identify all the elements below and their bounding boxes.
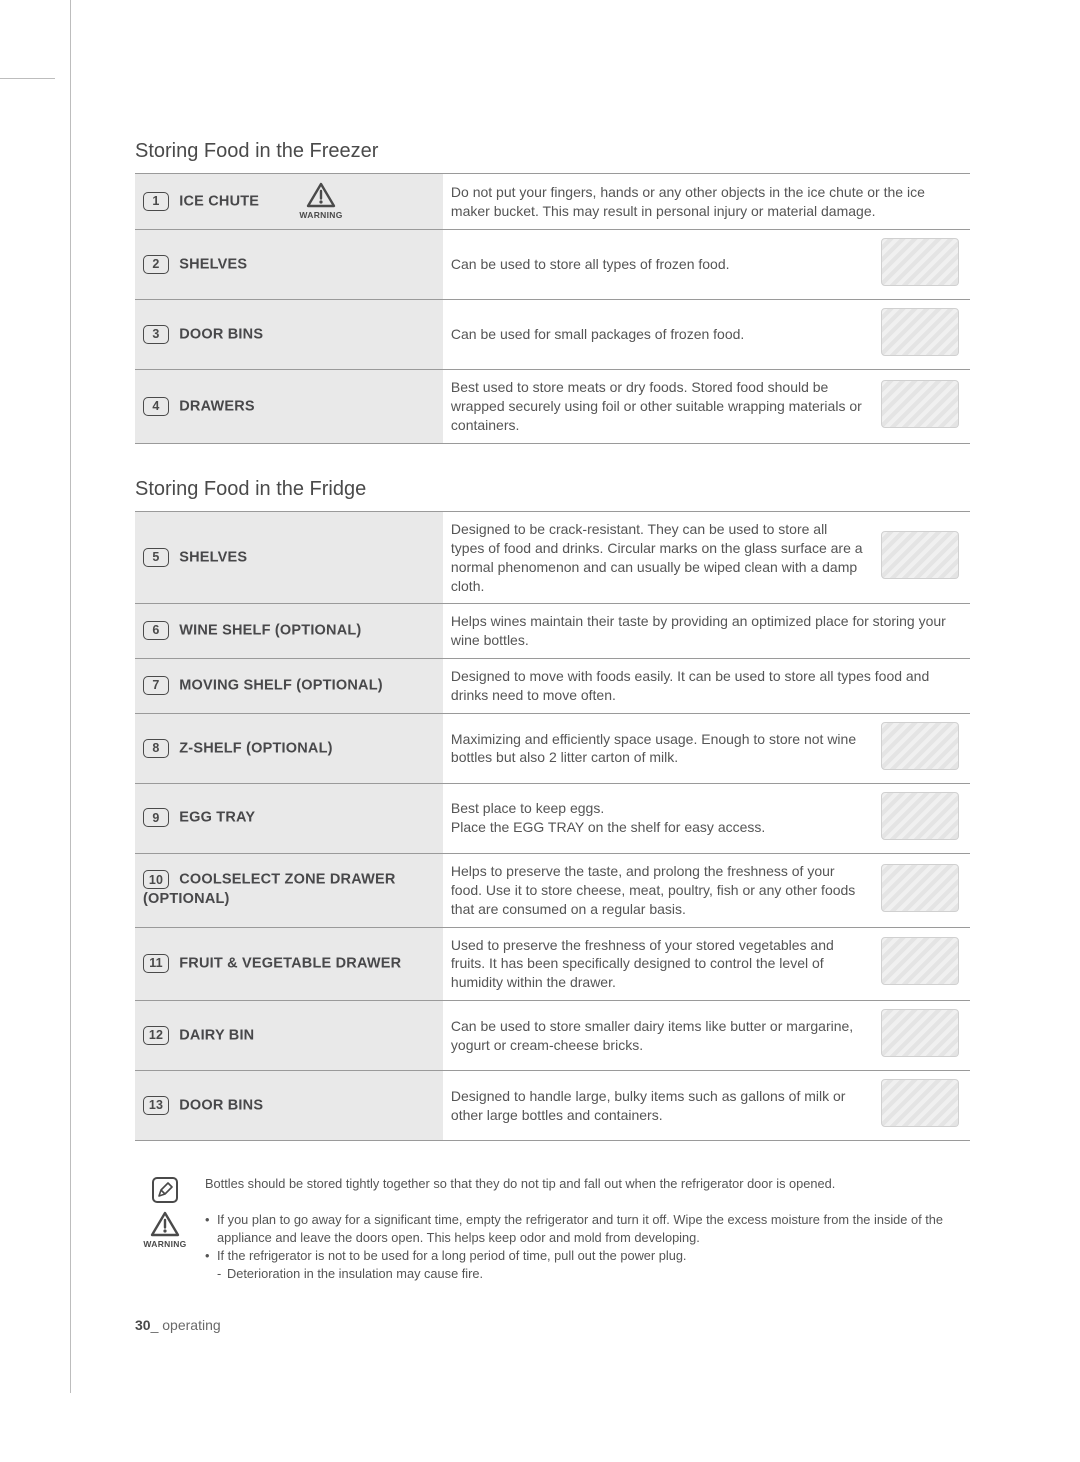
illustration-icon [881, 937, 959, 985]
table-row: 9 EGG TRAY Best place to keep eggs. Plac… [135, 783, 970, 853]
row-desc: Designed to be crack-resistant. They can… [443, 511, 871, 604]
illustration-icon [881, 238, 959, 286]
illustration-icon [881, 864, 959, 912]
table-row: 7 MOVING SHELF (OPTIONAL) Designed to mo… [135, 659, 970, 714]
row-desc: Can be used for small packages of frozen… [443, 300, 871, 370]
row-desc: Used to preserve the freshness of your s… [443, 927, 871, 1001]
crop-mark [0, 78, 55, 79]
page-number: 30 [135, 1317, 151, 1333]
num-badge: 13 [143, 1096, 169, 1115]
manual-page: Storing Food in the Freezer 1 ICE CHUTE … [0, 0, 1080, 1393]
warning-triangle-icon [150, 1211, 180, 1237]
table-row: 11 FRUIT & VEGETABLE DRAWER Used to pres… [135, 927, 970, 1001]
warning-triangle-icon [306, 182, 336, 208]
illustration-icon [881, 308, 959, 356]
tip-note: Bottles should be stored tightly togethe… [135, 1175, 970, 1203]
illustration-icon [881, 531, 959, 579]
row-desc: Designed to handle large, bulky items su… [443, 1071, 871, 1141]
section-title-freezer: Storing Food in the Freezer [135, 140, 970, 163]
warning-sub-bullet: Deterioration in the insulation may caus… [205, 1265, 970, 1283]
tip-text: Bottles should be stored tightly togethe… [205, 1175, 970, 1203]
row-label: DOOR BINS [179, 326, 263, 342]
num-badge: 6 [143, 621, 169, 640]
section-title-fridge: Storing Food in the Fridge [135, 478, 970, 501]
table-row: 5 SHELVES Designed to be crack-resistant… [135, 511, 970, 604]
num-badge: 7 [143, 676, 169, 695]
row-label: Z-SHELF (OPTIONAL) [179, 740, 332, 756]
row-desc: Helps to preserve the taste, and prolong… [443, 853, 871, 927]
footer-section: operating [158, 1317, 220, 1333]
row-label: DRAWERS [179, 398, 255, 414]
table-row: 3 DOOR BINS Can be used for small packag… [135, 300, 970, 370]
num-badge: 9 [143, 808, 169, 827]
row-label: WINE SHELF (OPTIONAL) [179, 623, 361, 639]
illustration-icon [881, 722, 959, 770]
table-row: 13 DOOR BINS Designed to handle large, b… [135, 1071, 970, 1141]
row-desc: Can be used to store smaller dairy items… [443, 1001, 871, 1071]
row-label: COOLSELECT ZONE DRAWER (OPTIONAL) [143, 872, 396, 908]
table-row: 6 WINE SHELF (OPTIONAL) Helps wines main… [135, 604, 970, 659]
num-badge: 8 [143, 739, 169, 758]
warning-bullet: If the refrigerator is not to be used fo… [205, 1247, 970, 1265]
row-label: ICE CHUTE [179, 194, 259, 210]
row-desc: Do not put your fingers, hands or any ot… [443, 174, 970, 230]
illustration-icon [881, 380, 959, 428]
row-desc: Helps wines maintain their taste by prov… [443, 604, 970, 659]
row-desc: Best place to keep eggs. Place the EGG T… [443, 783, 871, 853]
row-label: MOVING SHELF (OPTIONAL) [179, 678, 383, 694]
warning-text: If you plan to go away for a significant… [205, 1211, 970, 1283]
warning-label: WARNING [143, 1239, 186, 1249]
row-label: FRUIT & VEGETABLE DRAWER [179, 955, 401, 971]
row-desc: Maximizing and efficiently space usage. … [443, 714, 871, 784]
row-label: SHELVES [179, 256, 247, 272]
warning-note: WARNING If you plan to go away for a sig… [135, 1211, 970, 1283]
table-row: 10 COOLSELECT ZONE DRAWER (OPTIONAL) Hel… [135, 853, 970, 927]
crop-mark [70, 0, 71, 1393]
num-badge: 3 [143, 325, 169, 344]
row-label: EGG TRAY [179, 810, 255, 826]
num-badge: 5 [143, 548, 169, 567]
page-footer: 30_ operating [135, 1317, 970, 1333]
illustration-icon [881, 1009, 959, 1057]
illustration-icon [881, 1079, 959, 1127]
row-label: SHELVES [179, 549, 247, 565]
num-badge: 1 [143, 192, 169, 211]
warning-bullet: If you plan to go away for a significant… [205, 1211, 970, 1247]
num-badge: 10 [143, 870, 169, 889]
table-row: 4 DRAWERS Best used to store meats or dr… [135, 370, 970, 444]
num-badge: 2 [143, 255, 169, 274]
table-row: 12 DAIRY BIN Can be used to store smalle… [135, 1001, 970, 1071]
row-label: DAIRY BIN [179, 1027, 254, 1043]
table-row: 8 Z-SHELF (OPTIONAL) Maximizing and effi… [135, 714, 970, 784]
row-desc: Designed to move with foods easily. It c… [443, 659, 970, 714]
table-row: 1 ICE CHUTE WARNING Do not put your fing… [135, 174, 970, 230]
table-row: 2 SHELVES Can be used to store all types… [135, 230, 970, 300]
row-desc: Can be used to store all types of frozen… [443, 230, 871, 300]
fridge-table: 5 SHELVES Designed to be crack-resistant… [135, 511, 970, 1141]
warning-label: WARNING [299, 210, 342, 221]
warning-icon-block: WARNING [299, 182, 342, 221]
num-badge: 11 [143, 954, 169, 973]
row-label: DOOR BINS [179, 1097, 263, 1113]
num-badge: 4 [143, 397, 169, 416]
freezer-table: 1 ICE CHUTE WARNING Do not put your fing… [135, 173, 970, 444]
illustration-icon [881, 792, 959, 840]
note-icon [152, 1177, 178, 1203]
row-desc: Best used to store meats or dry foods. S… [443, 370, 871, 444]
num-badge: 12 [143, 1026, 169, 1045]
